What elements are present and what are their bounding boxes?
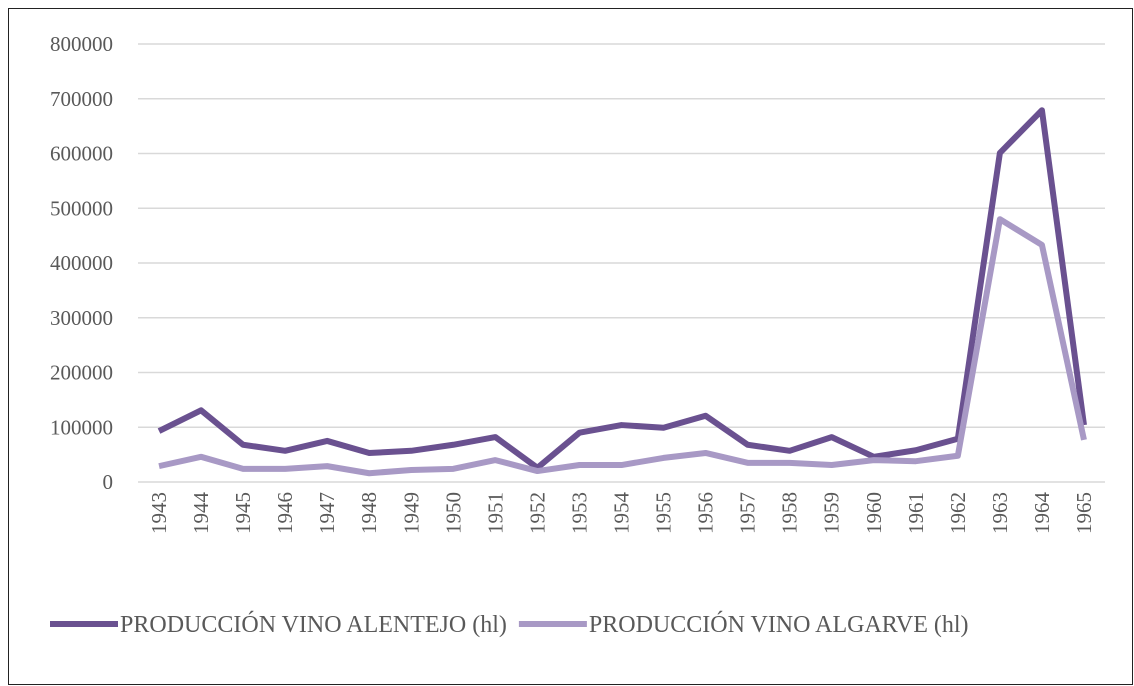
series-line xyxy=(158,216,1087,477)
chart-border xyxy=(8,8,1133,685)
x-tick-label: 1959 xyxy=(820,492,844,534)
x-tick-label: 1961 xyxy=(904,492,928,534)
y-tick-label: 400000 xyxy=(50,251,113,275)
x-tick-label: 1949 xyxy=(399,492,423,534)
x-tick-label: 1965 xyxy=(1072,492,1096,534)
x-tick-label: 1963 xyxy=(988,492,1012,534)
legend-label: PRODUCCIÓN VINO ALENTEJO (hl) xyxy=(120,611,507,638)
x-tick-label: 1960 xyxy=(862,492,886,534)
x-tick-label: 1951 xyxy=(483,492,507,534)
x-tick-label: 1955 xyxy=(652,492,676,534)
x-tick-label: 1943 xyxy=(147,492,171,534)
y-tick-label: 700000 xyxy=(50,87,113,111)
x-tick-label: 1964 xyxy=(1030,492,1054,535)
x-tick-label: 1956 xyxy=(694,492,718,534)
y-tick-label: 800000 xyxy=(50,32,113,56)
series-line xyxy=(157,107,1087,471)
y-tick-label: 100000 xyxy=(50,415,113,439)
x-tick-label: 1952 xyxy=(525,492,549,534)
y-tick-label: 0 xyxy=(103,470,114,494)
x-tick-label: 1953 xyxy=(567,492,591,534)
x-tick-label: 1948 xyxy=(357,492,381,534)
x-tick-label: 1962 xyxy=(946,492,970,534)
y-tick-label: 200000 xyxy=(50,361,113,385)
x-tick-label: 1957 xyxy=(736,492,760,534)
x-tick-label: 1954 xyxy=(610,492,634,535)
x-tick-label: 1945 xyxy=(231,492,255,534)
y-tick-label: 600000 xyxy=(50,142,113,166)
y-tick-label: 300000 xyxy=(50,306,113,330)
y-tick-label: 500000 xyxy=(50,196,113,220)
x-tick-label: 1947 xyxy=(315,492,339,534)
x-tick-label: 1958 xyxy=(778,492,802,534)
x-tick-label: 1946 xyxy=(273,492,297,534)
legend-label: PRODUCCIÓN VINO ALGARVE (hl) xyxy=(589,611,969,638)
x-tick-label: 1944 xyxy=(189,492,213,535)
x-tick-label: 1950 xyxy=(441,492,465,534)
